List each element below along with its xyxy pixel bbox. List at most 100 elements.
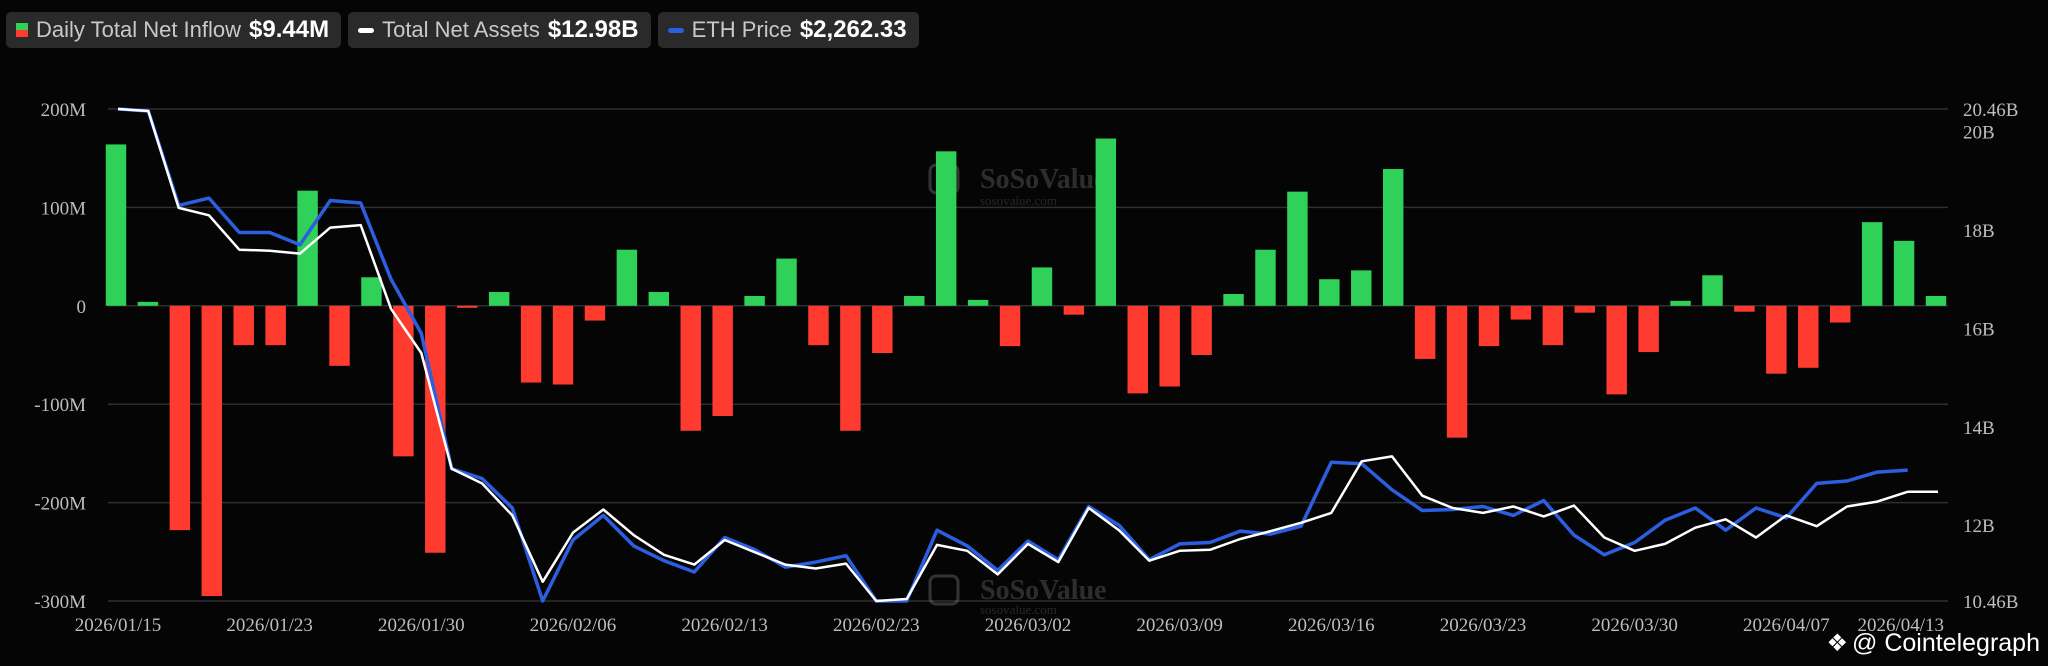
left-tick-label: 0 [77, 297, 87, 318]
inflow-bar [1223, 293, 1244, 306]
price-lines [117, 107, 1938, 603]
right-tick-label: 10.46B [1963, 592, 2018, 613]
legend-inflow-value: $9.44M [249, 16, 330, 43]
inflow-bar [935, 151, 957, 306]
x-tick-label: 2026/03/30 [1591, 615, 1678, 636]
inflow-bar [361, 277, 382, 306]
legend-eth-label: ETH Price [691, 17, 792, 42]
inflow-bar [808, 305, 829, 346]
inflow-bar [1063, 305, 1085, 315]
right-tick-label: 12B [1963, 516, 1995, 537]
x-axis: 2026/01/15 2026/01/23 2026/01/30 2026/02/06… [75, 615, 1944, 636]
blue-line-legend-icon [667, 27, 684, 33]
inflow-bar [1127, 305, 1148, 394]
legend-assets[interactable]: Total Net Assets $12.98B [348, 12, 651, 48]
inflow-bar [137, 301, 159, 306]
x-tick-label: 2026/01/30 [378, 615, 465, 636]
inflow-bar [1798, 305, 1819, 368]
inflow-bar [1925, 295, 1947, 306]
bar-legend-icon [16, 23, 28, 37]
inflow-bar [1893, 240, 1915, 306]
inflow-bar [1446, 305, 1468, 438]
credit: ❖ @ Cointelegraph [1826, 629, 2040, 658]
left-tick-label: 200M [41, 100, 87, 121]
right-tick-label: 18B [1963, 221, 1995, 242]
inflow-bar [488, 292, 510, 306]
right-tick-label: 20.46B [1963, 100, 2018, 121]
left-tick-label: -200M [34, 494, 86, 515]
inflow-bar [329, 305, 350, 366]
inflow-bar [744, 295, 765, 306]
inflow-bar [584, 305, 606, 321]
inflow-bar [552, 305, 574, 385]
inflow-bar [1734, 305, 1755, 312]
grid-lines [108, 108, 1948, 602]
legend-eth-value: $2,262.33 [799, 16, 907, 43]
watermark-logo-icon [928, 574, 960, 606]
x-tick-label: 2026/03/16 [1288, 615, 1375, 636]
left-tick-label: -300M [34, 592, 86, 613]
x-tick-label: 2026/01/23 [226, 615, 313, 636]
legend-assets-value: $12.98B [547, 16, 639, 43]
inflow-bar [999, 305, 1021, 347]
inflow-bar [1382, 169, 1404, 306]
watermark-url-bottom: sosovalue.com [980, 602, 1057, 617]
inflow-bar [904, 295, 925, 306]
x-tick-label: 2026/01/15 [75, 615, 162, 636]
inflow-bar [1670, 300, 1691, 306]
inflow-bar [648, 292, 670, 306]
right-tick-label: 20B [1963, 123, 1995, 144]
inflow-bar [1606, 305, 1627, 395]
inflow-bar [1319, 279, 1340, 306]
legend-eth[interactable]: ETH Price $2,262.33 [657, 12, 919, 48]
inflow-bar [1095, 138, 1117, 306]
x-tick-label: 2026/02/13 [681, 615, 768, 636]
cointelegraph-logo-icon: ❖ [1826, 630, 1848, 657]
inflow-bar [840, 305, 861, 431]
credit-text: @ Cointelegraph [1852, 629, 2040, 657]
left-tick-label: 100M [41, 198, 87, 219]
white-line-legend-icon [358, 27, 375, 33]
inflow-bar [1638, 305, 1659, 353]
right-tick-label: 14B [1963, 418, 1995, 439]
inflow-bar [712, 305, 733, 417]
inflow-bar [1414, 305, 1436, 359]
x-tick-label: 2026/02/23 [833, 615, 920, 636]
inflow-bar [1031, 267, 1053, 306]
legend-inflow[interactable]: Daily Total Net Inflow $9.44M [6, 12, 342, 48]
legend-inflow-label: Daily Total Net Inflow [36, 17, 242, 42]
inflow-bar [105, 144, 127, 306]
inflow-bars [105, 138, 1947, 597]
left-tick-label: -100M [34, 395, 86, 416]
inflow-bar [1702, 275, 1723, 306]
x-tick-label: 2026/02/06 [530, 615, 617, 636]
inflow-bar [967, 299, 989, 306]
inflow-bar [1510, 305, 1532, 320]
inflow-bar [680, 305, 701, 431]
inflow-bar [1287, 191, 1308, 306]
inflow-bar [1159, 305, 1180, 387]
inflow-bar [872, 305, 893, 354]
inflow-bar [1255, 249, 1276, 306]
inflow-bar [776, 258, 797, 306]
inflow-bar [616, 249, 638, 306]
watermark-name-bottom: SoSoValue [980, 575, 1107, 606]
total-net-assets-line [117, 107, 1938, 603]
inflow-bar [1861, 222, 1883, 306]
watermark-url-top: sosovalue.com [980, 193, 1057, 208]
inflow-bar [1829, 305, 1851, 323]
inflow-bar [265, 305, 286, 346]
watermark-name-top: SoSoValue [980, 164, 1107, 195]
inflow-bar [1191, 305, 1212, 355]
x-tick-label: 2026/04/07 [1743, 615, 1830, 636]
x-tick-label: 2026/04/13 [1857, 615, 1944, 636]
x-tick-label: 2026/03/02 [985, 615, 1072, 636]
inflow-bar [169, 305, 191, 531]
inflow-bar [1574, 305, 1595, 313]
inflow-bar [1766, 305, 1787, 374]
inflow-bar [520, 305, 542, 383]
legend-assets-label: Total Net Assets [382, 17, 540, 42]
eth-price-line [117, 107, 1908, 603]
watermarks: SoSoValue sosovalue.com SoSoValue sosova… [928, 163, 1107, 617]
